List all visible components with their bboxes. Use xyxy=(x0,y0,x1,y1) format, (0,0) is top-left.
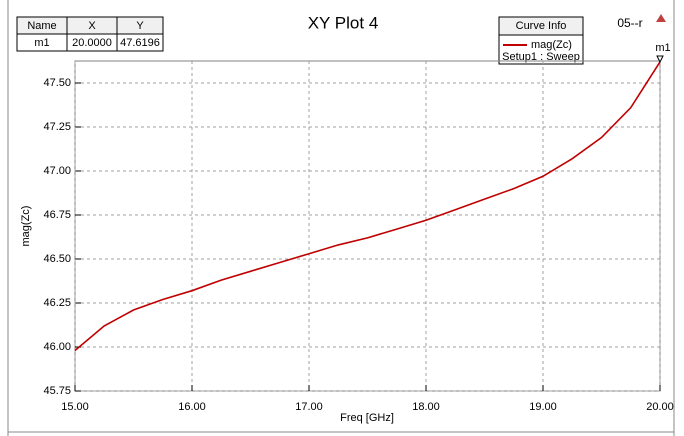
x-axis-title: Freq [GHz] xyxy=(340,412,394,424)
icon[interactable] xyxy=(656,14,666,22)
table-cell: 47.6196 xyxy=(120,37,160,49)
legend-header xyxy=(498,16,584,36)
y-tick-label: 46.25 xyxy=(43,297,71,309)
legend: Curve Info mag(Zc) Setup1 : Sweep xyxy=(498,16,584,65)
x-tick-label: 15.00 xyxy=(61,401,89,413)
corner-label: 05--r xyxy=(617,16,642,30)
y-tick-label: 47.25 xyxy=(43,121,71,133)
y-tick-label: 47.00 xyxy=(43,165,71,177)
table-header xyxy=(16,16,164,35)
legend-label: mag(Zc) xyxy=(531,39,572,51)
x-tick-label: 16.00 xyxy=(178,401,206,413)
plot-area xyxy=(74,60,661,392)
table-header-cell: Y xyxy=(136,20,144,32)
x-tick-label: 20.00 xyxy=(646,401,674,413)
y-tick-label: 46.75 xyxy=(43,209,71,221)
y-tick-label: 46.50 xyxy=(43,253,71,265)
data-line xyxy=(74,61,661,352)
marker-triangle xyxy=(656,55,664,64)
legend-subtitle: Setup1 : Sweep xyxy=(502,51,580,63)
x-tick-label: 19.00 xyxy=(529,401,557,413)
legend-title: Curve Info xyxy=(516,20,567,32)
marker-label: m1 xyxy=(655,42,670,54)
marker-table: Name X Y m1 20.0000 47.6196 xyxy=(16,16,164,52)
x-tick-label: 17.00 xyxy=(295,401,323,413)
table-cell: 20.0000 xyxy=(72,37,112,49)
x-tick-label: 18.00 xyxy=(412,401,440,413)
y-tick-label: 46.00 xyxy=(43,341,71,353)
y-axis-title: mag(Zc) xyxy=(20,206,32,247)
y-tick-label: 47.50 xyxy=(43,77,71,89)
table-header-cell: X xyxy=(88,20,96,32)
chart-title: XY Plot 4 xyxy=(308,13,379,32)
y-tick-label: 45.75 xyxy=(43,385,71,397)
table-header-cell: Name xyxy=(27,20,56,32)
table-cell: m1 xyxy=(34,37,49,49)
